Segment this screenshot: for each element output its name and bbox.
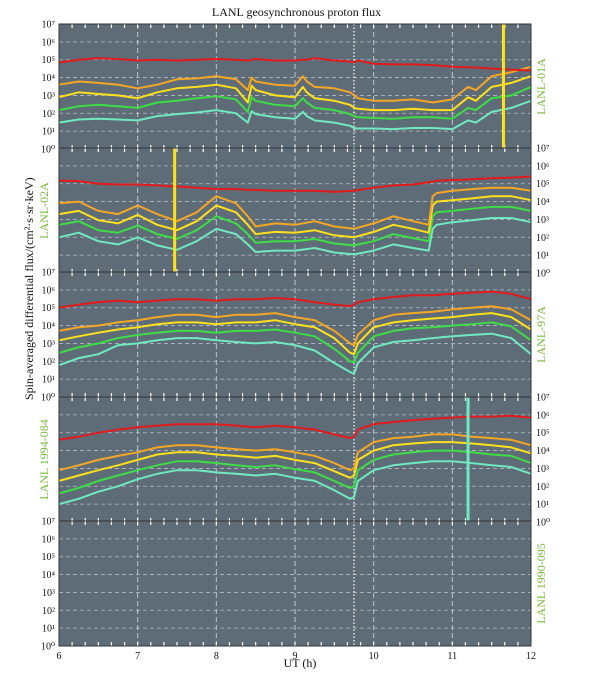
x-tick-label: 10 xyxy=(369,651,379,662)
y-tick-label: 10⁰ xyxy=(41,393,55,404)
y-tick-label: 10⁷ xyxy=(536,144,550,155)
y-tick-label: 10³ xyxy=(42,588,55,599)
series-line-channel-2 xyxy=(58,186,532,230)
panel-1: 10⁰ 10¹ 10² 10³ 10⁴ 10⁵ 10⁶ 10⁷ LANL-01A xyxy=(41,20,548,156)
series-line-channel-5 xyxy=(58,217,532,256)
y-tick-label: 10³ xyxy=(42,91,55,102)
y-tick-label: 10⁴ xyxy=(42,570,56,581)
y-tick-label: 10⁵ xyxy=(536,428,550,439)
panel-label: LANL 1994-084 xyxy=(37,419,51,500)
y-tick-label: 10⁰ xyxy=(41,145,55,156)
series-line-channel-1 xyxy=(58,290,532,309)
y-tick-label: 10⁰ xyxy=(41,642,55,653)
y-tick-label: 10² xyxy=(42,357,55,368)
y-tick-label: 10² xyxy=(42,606,55,617)
x-tick-label: 8 xyxy=(214,651,219,662)
series-line-channel-3 xyxy=(58,312,532,356)
y-tick-label: 10⁵ xyxy=(536,179,550,190)
y-tick-label: 10⁷ xyxy=(536,393,550,404)
panel-3: 10⁰ 10¹ 10² 10³ 10⁴ 10⁵ 10⁶ 10⁷ LANL-97A xyxy=(41,268,548,404)
y-tick-label: 10⁴ xyxy=(536,197,550,208)
y-tick-label: 10⁵ xyxy=(42,55,56,66)
panel-label: LANL 1990-095 xyxy=(534,543,548,624)
y-tick-label: 10² xyxy=(536,482,549,493)
y-tick-label: 10⁶ xyxy=(536,161,550,172)
series-line-channel-5 xyxy=(58,99,532,131)
panel-5: 10⁰ 10¹ 10² 10³ 10⁴ 10⁵ 10⁶ 10⁷ LANL 1990-095 xyxy=(41,517,548,653)
series-line-channel-5 xyxy=(58,332,532,375)
series-line-channel-2 xyxy=(58,65,532,104)
y-tick-label: 10⁷ xyxy=(42,20,56,31)
y-tick-label: 10⁶ xyxy=(42,37,56,48)
y-tick-label: 10³ xyxy=(536,464,549,475)
x-axis-label: UT (h) xyxy=(283,656,317,670)
series-line-channel-1 xyxy=(58,414,532,441)
panel-label: LANL-97A xyxy=(534,306,548,363)
panel-label: LANL-02A xyxy=(37,182,51,239)
y-tick-label: 10⁶ xyxy=(42,534,56,545)
series-line-channel-4 xyxy=(58,85,532,120)
y-tick-label: 10¹ xyxy=(42,624,55,635)
y-tick-label: 10³ xyxy=(42,339,55,350)
series-line-channel-1 xyxy=(58,175,532,193)
panel-border xyxy=(58,520,532,647)
y-tick-label: 10⁶ xyxy=(536,410,550,421)
x-tick-label: 7 xyxy=(135,651,140,662)
panel-label: LANL-01A xyxy=(534,58,548,115)
series-line-channel-2 xyxy=(58,433,532,472)
series-line-channel-3 xyxy=(58,75,532,112)
y-tick-label: 10⁵ xyxy=(42,552,56,563)
y-tick-label: 10² xyxy=(536,233,549,244)
y-tick-label: 10¹ xyxy=(42,127,55,138)
series-line-channel-1 xyxy=(58,57,532,72)
y-tick-label: 10⁰ xyxy=(536,518,550,529)
series-line-channel-5 xyxy=(58,460,532,506)
x-tick-label: 12 xyxy=(526,651,536,662)
y-tick-label: 10⁴ xyxy=(42,73,56,84)
series-line-channel-4 xyxy=(58,321,532,364)
x-tick-label: 9 xyxy=(293,651,298,662)
series-line-channel-2 xyxy=(58,305,532,347)
y-tick-label: 10¹ xyxy=(42,375,55,386)
series-line-channel-3 xyxy=(58,195,532,239)
y-tick-label: 10⁶ xyxy=(42,285,56,296)
y-tick-label: 10³ xyxy=(536,215,549,226)
panel-2: 10⁰ 10¹ 10² 10³ 10⁴ 10⁵ 10⁶ 10⁷ LANL-02A xyxy=(37,144,550,280)
series-line-channel-4 xyxy=(58,449,532,495)
x-tick-label: 6 xyxy=(57,651,62,662)
panel-4: 10⁰ 10¹ 10² 10³ 10⁴ 10⁵ 10⁶ 10⁷ LANL 1994-084 xyxy=(37,393,550,529)
y-tick-label: 10⁷ xyxy=(42,268,56,279)
y-tick-label: 10¹ xyxy=(536,500,549,511)
y-tick-label: 10⁷ xyxy=(42,517,56,528)
y-tick-label: 10⁴ xyxy=(536,446,550,457)
x-tick-label: 11 xyxy=(448,651,458,662)
y-tick-label: 10⁵ xyxy=(42,303,56,314)
y-tick-label: 10¹ xyxy=(536,251,549,262)
y-tick-label: 10⁰ xyxy=(536,269,550,280)
y-tick-label: 10² xyxy=(42,109,55,120)
chart-title: LANL geosynchronous proton flux xyxy=(211,5,382,19)
series-line-channel-4 xyxy=(58,205,532,247)
y-tick-label: 10⁴ xyxy=(42,321,56,332)
series-line-channel-3 xyxy=(58,441,532,482)
